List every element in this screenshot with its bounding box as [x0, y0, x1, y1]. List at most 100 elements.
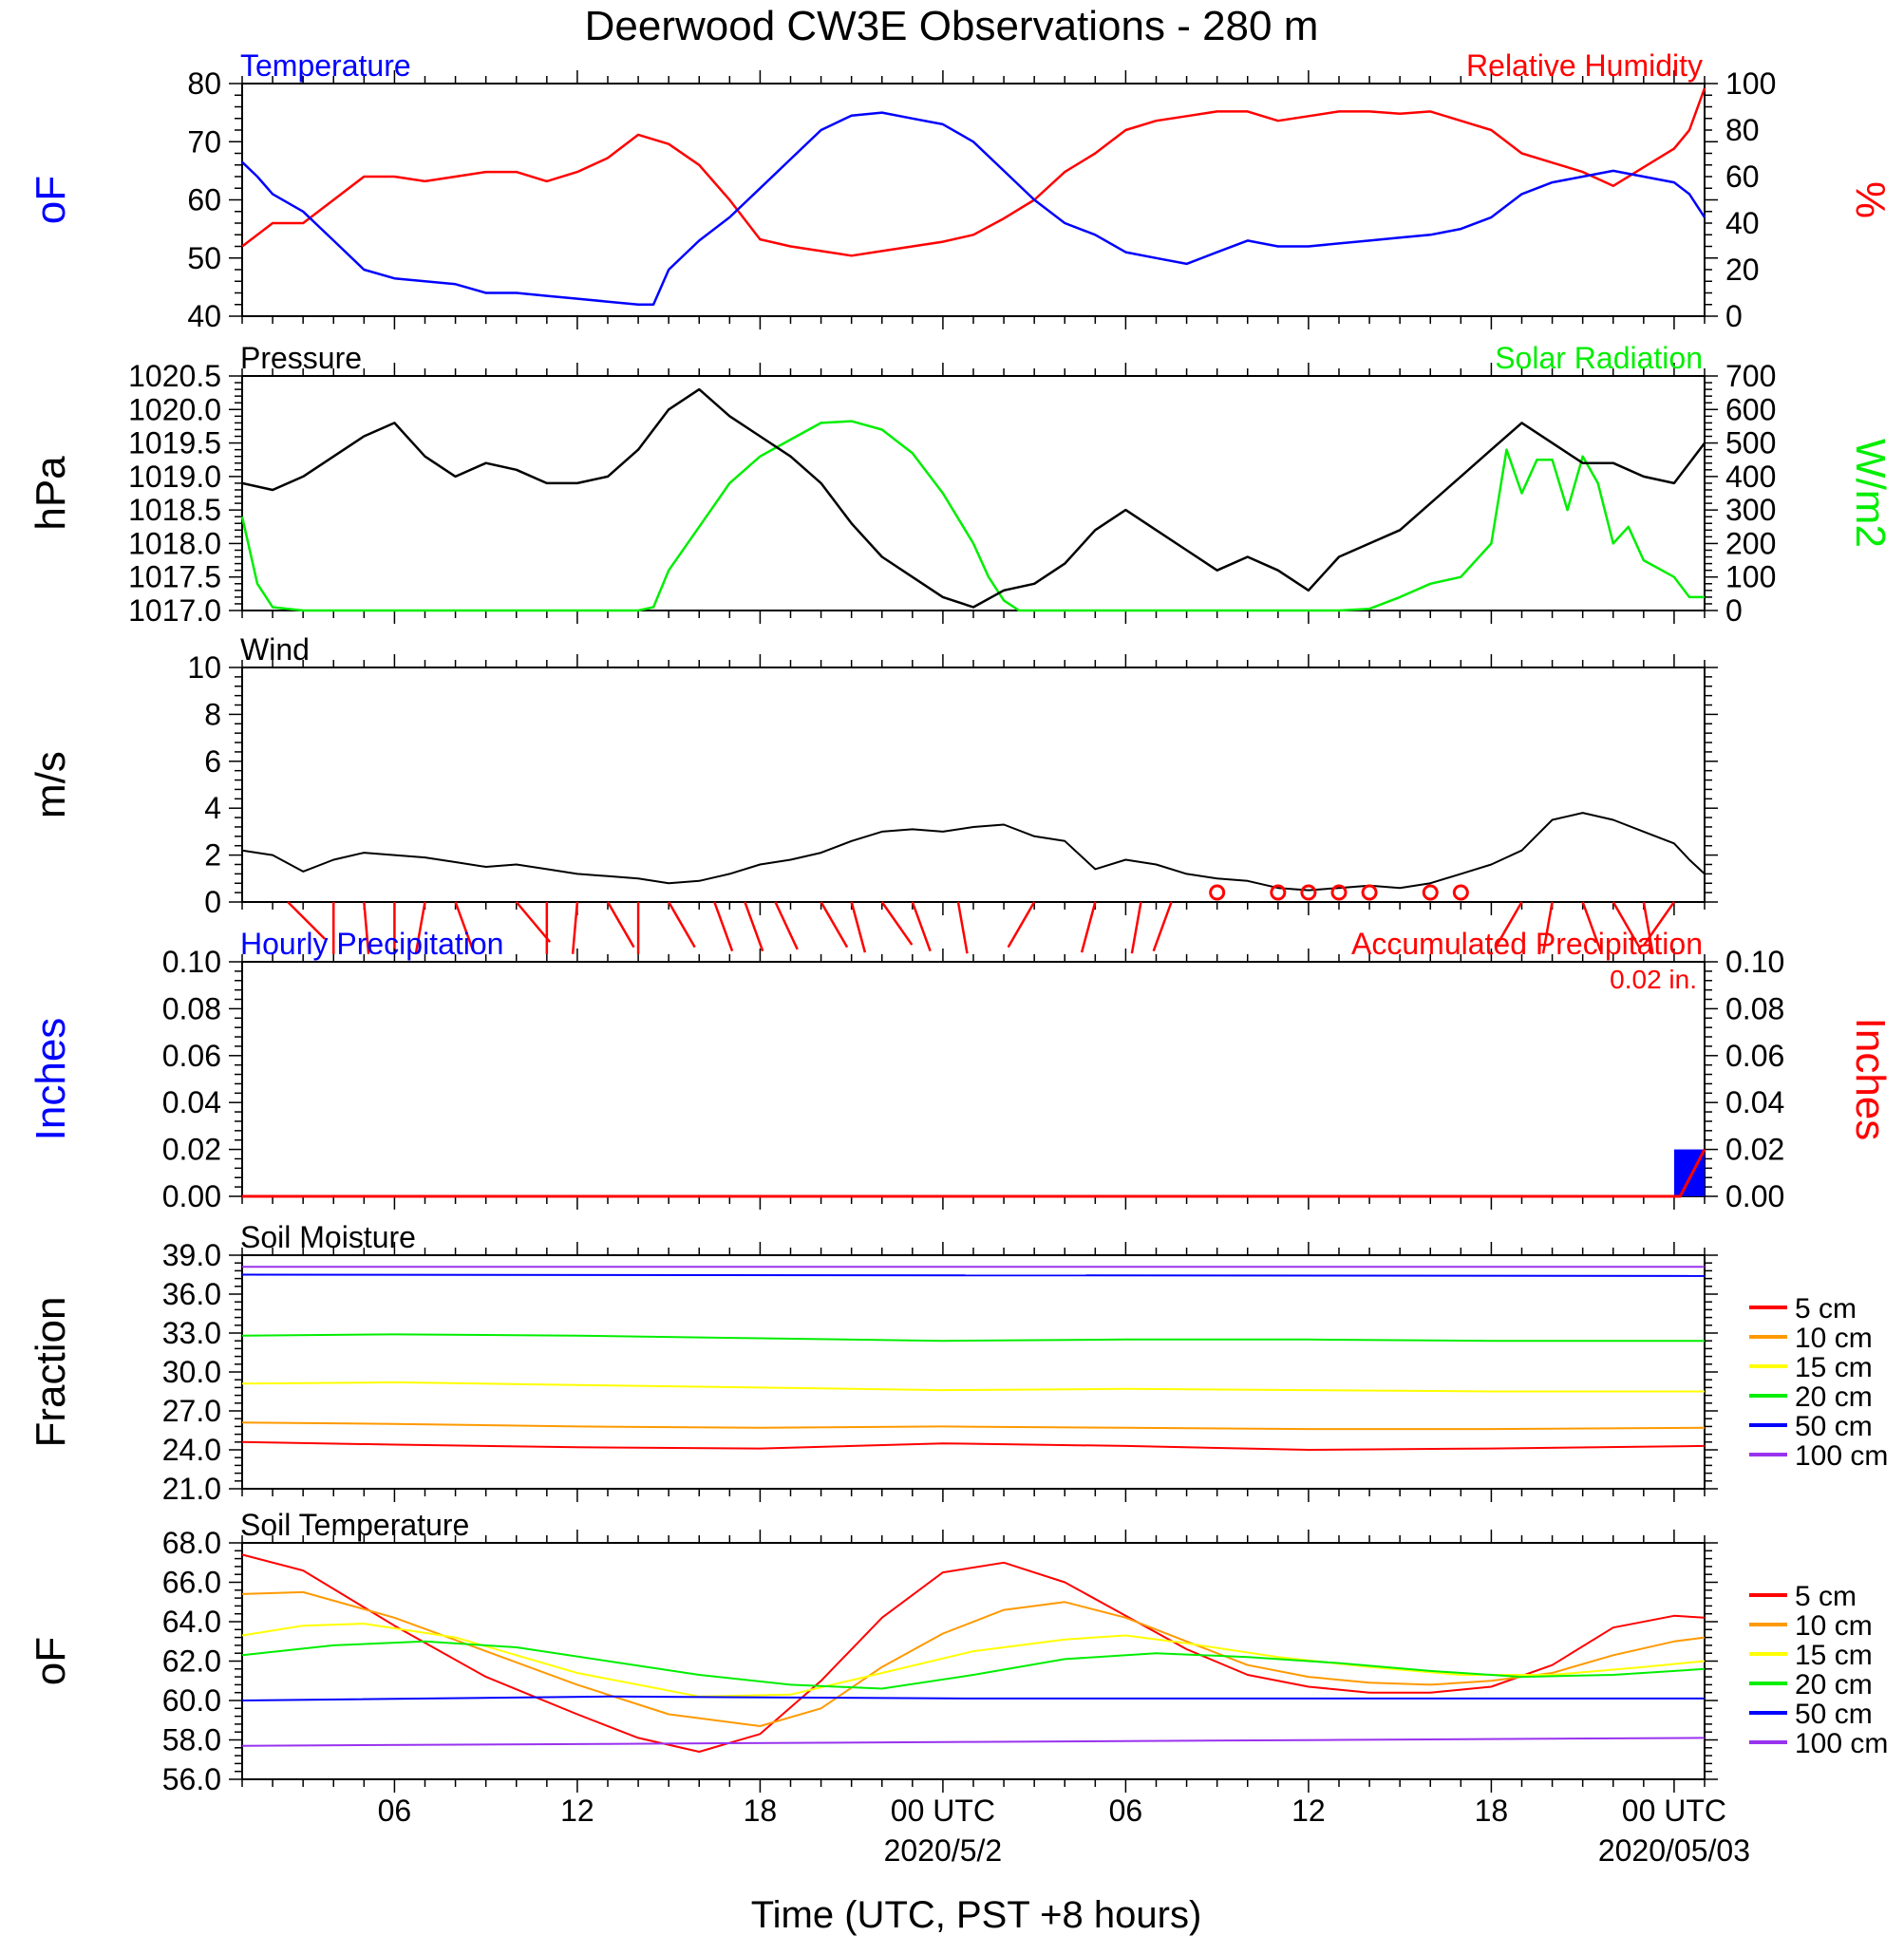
wind-barb [1130, 901, 1142, 954]
precip-left-tick-label: 0.02 [162, 1133, 221, 1167]
wind-left-tick-label: 2 [204, 838, 221, 873]
soil_moisture-plot-border [241, 1254, 1706, 1490]
precip-right-tick-label: 0.06 [1725, 1039, 1784, 1073]
wind-left-tick-label: 0 [204, 885, 221, 919]
wind-left-tick-label: 4 [204, 791, 221, 825]
pressure_solar-right-unit: W/m2 [1847, 439, 1894, 548]
temp_rh-right-tick-label: 40 [1725, 206, 1760, 240]
soil_temp-left-tick-label: 58.0 [162, 1723, 221, 1757]
accumulated-precip-annotation: 0.02 in. [1610, 965, 1697, 994]
temp_rh-right-title: Relative Humidity [1466, 48, 1703, 83]
temp_rh-plot-border [241, 83, 1706, 317]
calm-wind-marker [1361, 884, 1378, 901]
pressure_solar-left-tick-label: 1020.0 [128, 392, 221, 426]
precip-left-title: Hourly Precipitation [240, 927, 503, 961]
temp_rh-left-tick-label: 60 [187, 183, 221, 217]
pressure-line [241, 387, 1706, 609]
pressure_solar-left-tick-label: 1018.0 [128, 526, 221, 560]
legend-label: 10 cm [1795, 1323, 1873, 1354]
wind-barb [820, 901, 849, 949]
wind-barb [911, 901, 932, 952]
pressure_solar-right-tick-label: 500 [1725, 426, 1776, 460]
wind-barb [414, 901, 426, 954]
legend-label: 5 cm [1795, 1581, 1857, 1612]
wind-barb [287, 901, 326, 940]
pressure_solar-frame [229, 363, 1718, 624]
wind-barb [1541, 901, 1554, 954]
wind-barb [1643, 901, 1675, 946]
precip-right-title: Accumulated Precipitation [1351, 927, 1703, 961]
pressure_solar-left-tick-label: 1019.5 [128, 426, 221, 460]
wind-frame [229, 654, 1718, 915]
soil_moisture-left-tick-label: 24.0 [162, 1433, 221, 1467]
temp_rh-left-tick-label: 70 [187, 124, 221, 159]
temp_rh-left-tick-label: 80 [187, 66, 221, 101]
precip-right-tick-label: 0.02 [1725, 1133, 1784, 1167]
pressure_solar-plot-border [241, 375, 1706, 611]
soil_temp-left-tick-label: 64.0 [162, 1605, 221, 1639]
soil_temp-left-unit: oF [28, 1637, 74, 1685]
precip-right-tick-label: 0.08 [1725, 991, 1784, 1025]
temperature-line [241, 111, 1706, 307]
precip-plot-border [241, 961, 1706, 1197]
temp_rh-left-unit: oF [28, 176, 74, 224]
chart-title: Deerwood CW3E Observations - 280 m [585, 3, 1319, 49]
precip-left-tick-label: 0.00 [162, 1179, 221, 1213]
soil_temp-left-tick-label: 60.0 [162, 1683, 221, 1718]
x-tick-label: 18 [1475, 1794, 1509, 1828]
rh-line [241, 87, 1706, 257]
calm-wind-marker [1300, 884, 1317, 901]
soil_moisture-left-tick-label: 39.0 [162, 1238, 221, 1272]
precip-left-tick-label: 0.08 [162, 991, 221, 1025]
calm-wind-marker [1209, 884, 1226, 901]
legend-label: 100 cm [1795, 1728, 1888, 1759]
precip-left-tick-label: 0.06 [162, 1039, 221, 1073]
calm-wind-marker [1270, 884, 1287, 901]
calm-wind-marker [1452, 884, 1469, 901]
legend-label: 50 cm [1795, 1411, 1873, 1442]
soil_moisture-left-tick-label: 30.0 [162, 1355, 221, 1389]
x-date-label: 2020/5/2 [884, 1833, 1003, 1868]
precip-left-unit: Inches [28, 1018, 74, 1141]
wind-barb [744, 901, 764, 952]
soil-moisture-line-5cm [241, 1440, 1706, 1451]
wind-barb [880, 901, 914, 946]
soil_moisture-left-unit: Fraction [28, 1297, 74, 1448]
pressure_solar-right-tick-label: 300 [1725, 493, 1776, 527]
soil-moisture-line-10cm [241, 1421, 1706, 1431]
wind-barb [1080, 901, 1097, 953]
wind-left-tick-label: 10 [187, 650, 221, 685]
pressure_solar-left-tick-label: 1017.0 [128, 593, 221, 628]
x-tick-label: 06 [378, 1794, 412, 1828]
temp_rh-right-tick-label: 80 [1725, 113, 1760, 147]
soil_temp-left-tick-label: 66.0 [162, 1566, 221, 1600]
pressure_solar-left-tick-label: 1017.5 [128, 560, 221, 594]
soil_temp-left-tick-label: 56.0 [162, 1762, 221, 1796]
pressure_solar-right-title: Solar Radiation [1495, 341, 1703, 375]
precip-right-tick-label: 0.04 [1725, 1085, 1784, 1119]
wind-barb [1152, 901, 1173, 952]
legend-label: 15 cm [1795, 1352, 1873, 1383]
calm-wind-marker [1330, 884, 1348, 901]
wind-barb [1612, 901, 1641, 949]
wind-barb [1581, 901, 1602, 952]
pressure_solar-right-tick-label: 100 [1725, 560, 1776, 594]
temp_rh-left-tick-label: 50 [187, 241, 221, 275]
wind-left-tick-label: 6 [204, 744, 221, 779]
pressure_solar-right-tick-label: 400 [1725, 460, 1776, 494]
x-tick-label: 00 UTC [891, 1794, 995, 1828]
soil_moisture-frame [229, 1242, 1718, 1502]
soil_moisture-left-tick-label: 27.0 [162, 1394, 221, 1428]
soil_temp-left-title: Soil Temperature [240, 1508, 469, 1542]
x-axis-label: Time (UTC, PST +8 hours) [751, 1894, 1202, 1936]
soil_temp-left-tick-label: 68.0 [162, 1526, 221, 1560]
wind-barb [454, 901, 475, 952]
soil_moisture-left-tick-label: 21.0 [162, 1472, 221, 1506]
soil_moisture-left-title: Soil Moisture [240, 1220, 416, 1254]
pressure_solar-left-tick-label: 1018.5 [128, 493, 221, 527]
precip-left-tick-label: 0.04 [162, 1085, 221, 1119]
pressure_solar-left-unit: hPa [28, 456, 74, 531]
x-date-label: 2020/05/03 [1598, 1833, 1750, 1868]
